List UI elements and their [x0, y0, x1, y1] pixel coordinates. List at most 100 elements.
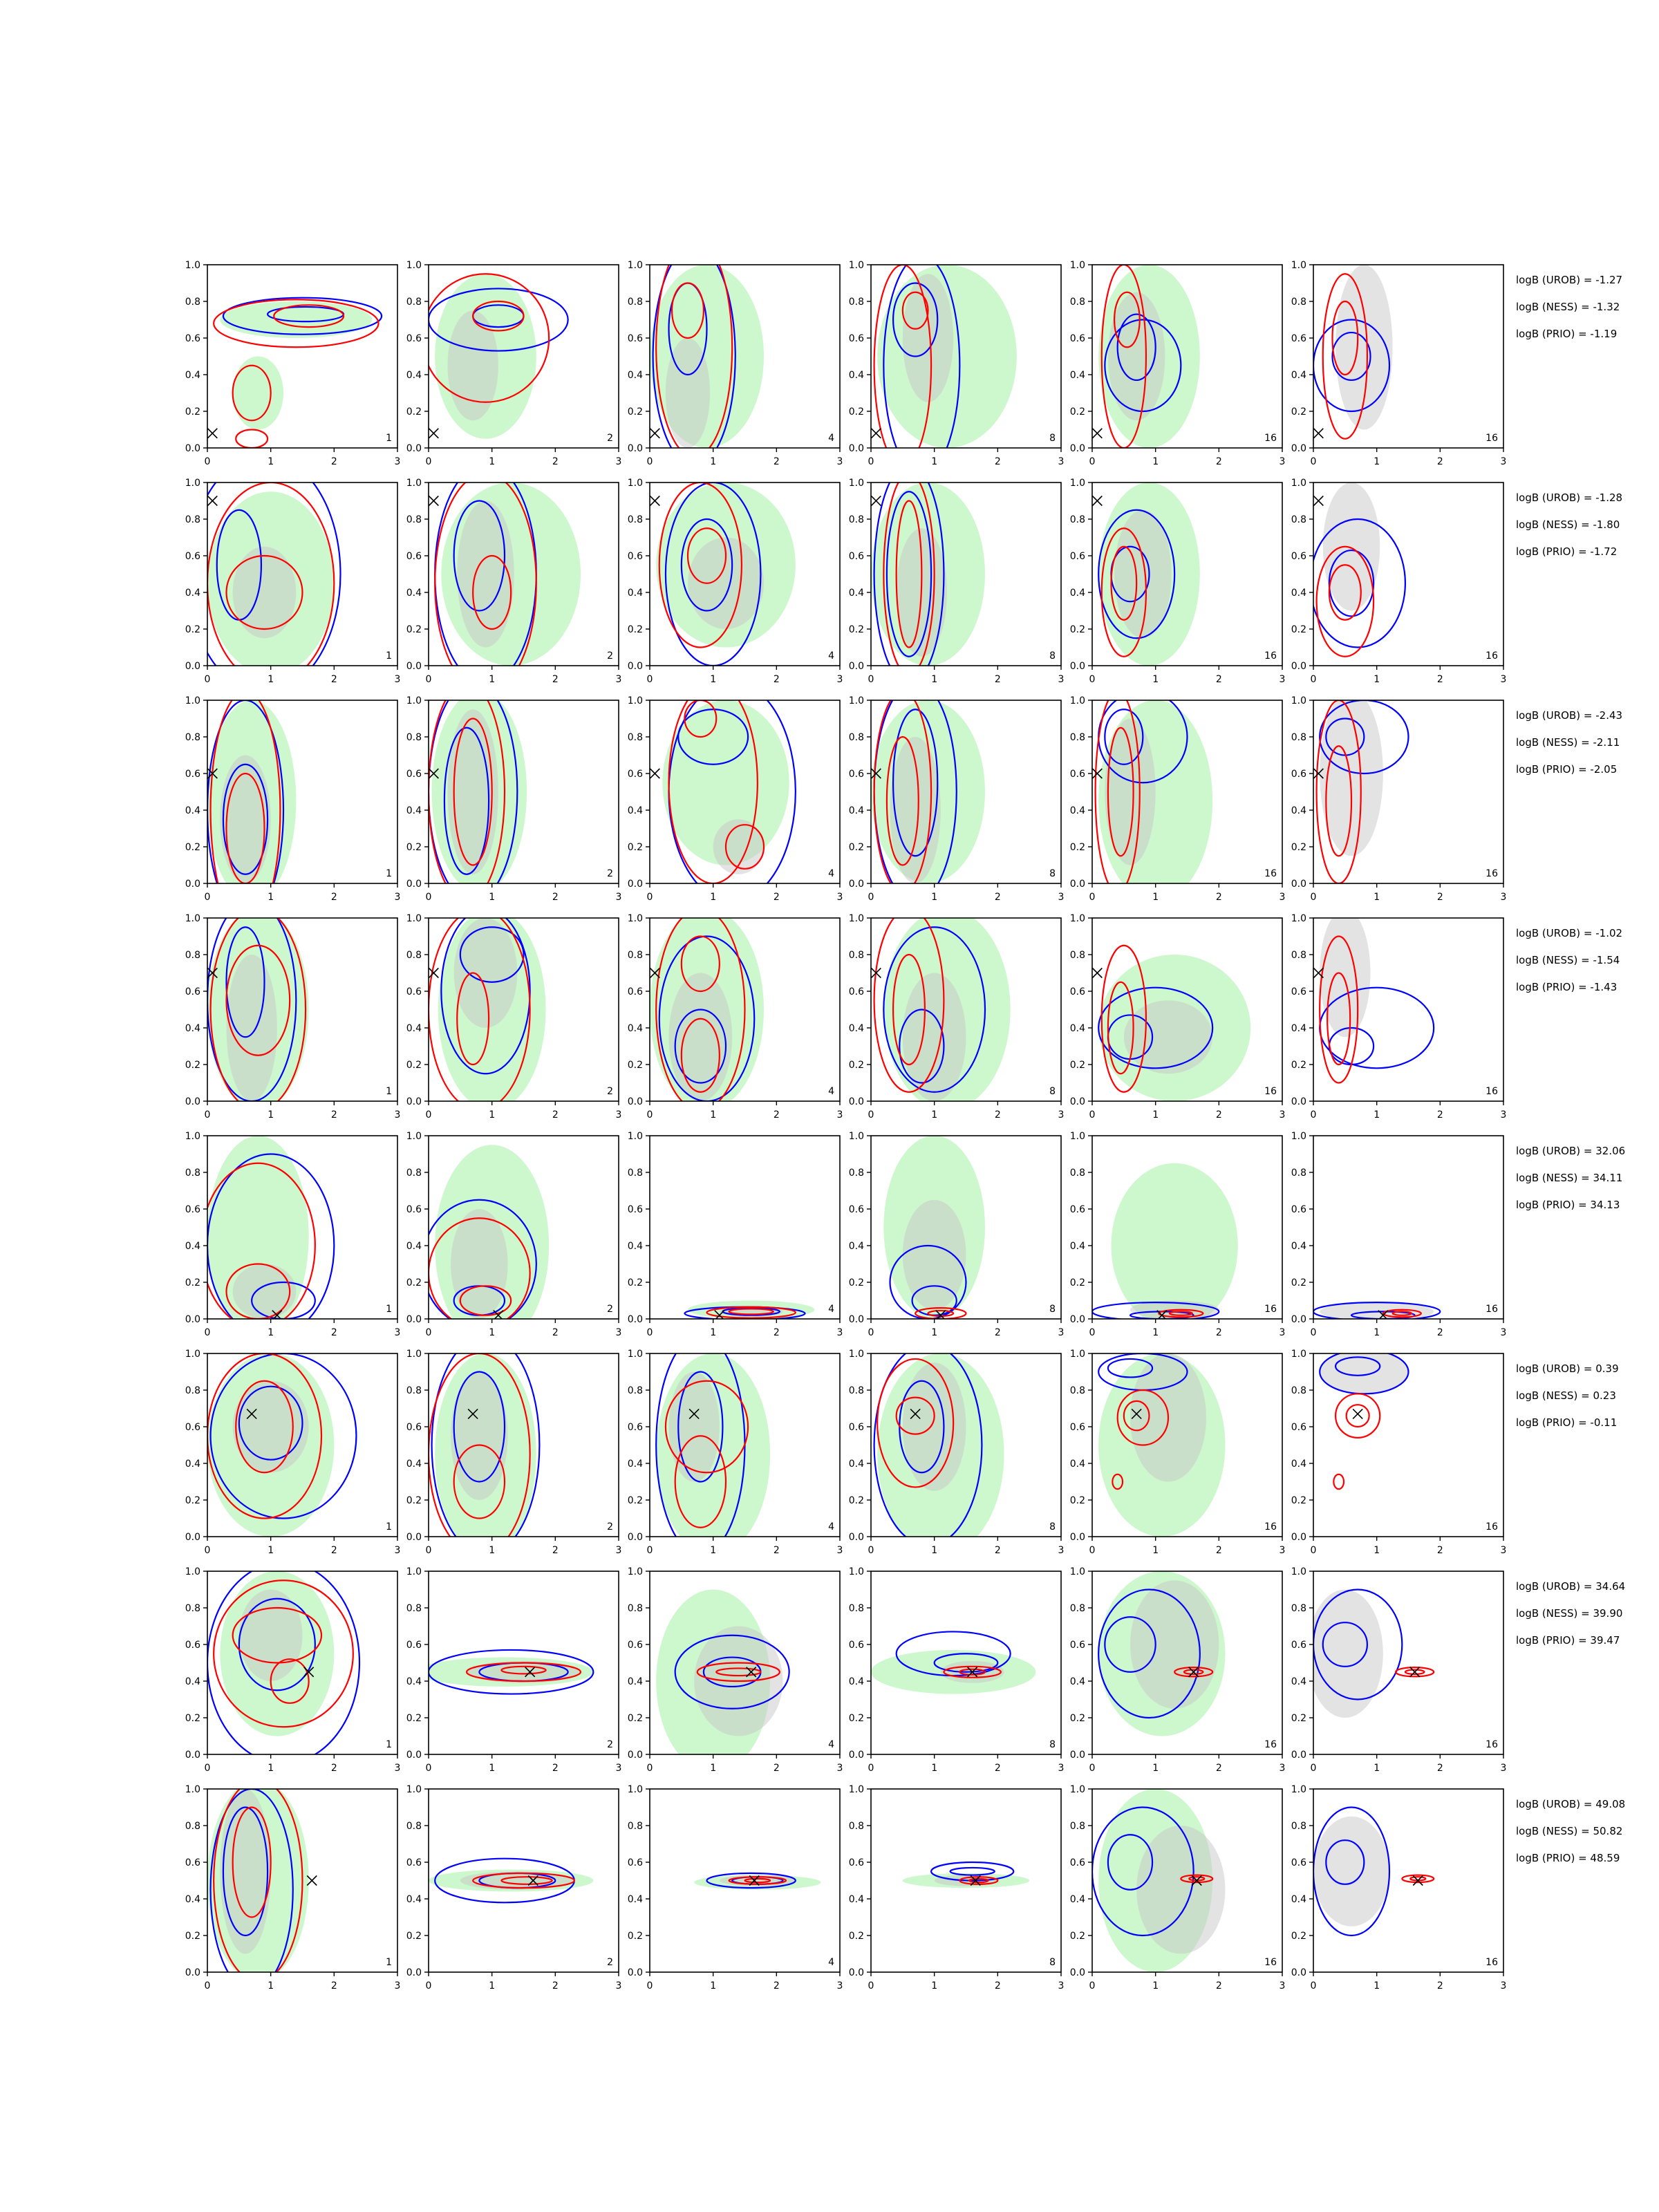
y-tick-label: 0.8 — [185, 1385, 200, 1396]
panel-sample-label: 16 — [1264, 1521, 1277, 1533]
y-tick-label: 0.8 — [406, 1603, 422, 1614]
y-tick-label: 0.8 — [185, 1168, 200, 1179]
gray-contour — [467, 1660, 581, 1683]
red-contour — [1158, 1309, 1204, 1318]
x-tick-label: 1 — [268, 1763, 274, 1774]
x-tick-label: 1 — [931, 1545, 937, 1556]
panel-sample-label: 2 — [607, 1957, 613, 1968]
y-tick-label: 0.8 — [1070, 297, 1085, 308]
panel-r4-c2: 0 1 2 3 0.0 0.2 0.4 0.6 0.8 1.0 2 — [406, 913, 622, 1121]
x-tick-label: 0 — [426, 1980, 432, 1991]
x-tick-label: 0 — [426, 1327, 432, 1338]
x-tick-label: 1 — [1374, 1545, 1380, 1556]
x-tick-label: 2 — [1216, 1763, 1222, 1774]
x-tick-label: 1 — [1152, 892, 1159, 903]
y-tick-label: 0.2 — [1070, 1931, 1085, 1942]
x-tick-label: 2 — [1437, 1327, 1443, 1338]
y-tick-label: 0.6 — [1070, 333, 1085, 344]
y-tick-label: 1.0 — [185, 913, 200, 924]
y-tick-label: 0.6 — [406, 1640, 422, 1651]
y-tick-label: 1.0 — [185, 1566, 200, 1577]
gray-contour — [232, 1264, 297, 1319]
x-tick-label: 2 — [774, 1980, 780, 1991]
panel-plot-area — [429, 1145, 550, 1319]
y-tick-label: 0.2 — [406, 406, 422, 418]
x-tick-label: 3 — [837, 1763, 843, 1774]
gray-contour — [890, 737, 941, 883]
red-contour — [1168, 1311, 1193, 1316]
panel-r8-c5: 0 1 2 3 0.0 0.2 0.4 0.6 0.8 1.0 16 — [1070, 1784, 1286, 1991]
true-value-marker — [207, 967, 218, 979]
x-tick-label: 1 — [1374, 892, 1380, 903]
logb-annotation-r2: logB (UROB) = -1.28 logB (NESS) = -1.80 lo… — [1516, 491, 1622, 558]
y-tick-label: 0.0 — [185, 443, 200, 454]
x-tick-label: 2 — [331, 1545, 337, 1556]
y-tick-label: 0.0 — [1291, 443, 1306, 454]
panel-sample-label: 1 — [386, 1957, 392, 1968]
y-tick-label: 0.4 — [1291, 370, 1306, 381]
x-tick-label: 1 — [489, 1980, 495, 1991]
red-contour — [1328, 564, 1362, 621]
y-tick-label: 0.6 — [1291, 1204, 1306, 1215]
y-tick-label: 1.0 — [849, 1349, 864, 1360]
logb-annotation-r7: logB (UROB) = 34.64 logB (NESS) = 39.90 lo… — [1516, 1580, 1625, 1647]
x-tick-label: 0 — [205, 1327, 211, 1338]
panel-frame — [207, 264, 398, 449]
y-tick-label: 0.2 — [849, 1931, 864, 1942]
true-value-marker — [527, 1875, 538, 1886]
y-tick-label: 0.8 — [1291, 732, 1306, 743]
red-contour — [671, 282, 705, 339]
x-tick-label: 3 — [1280, 456, 1286, 467]
panel-r8-c1: 0 1 2 3 0.0 0.2 0.4 0.6 0.8 1.0 1 — [185, 1784, 401, 1991]
y-tick-label: 1.0 — [185, 695, 200, 706]
y-tick-label: 1.0 — [849, 478, 864, 489]
red-contour — [1107, 981, 1134, 1075]
blue-contour — [1107, 1834, 1154, 1891]
red-contour — [207, 482, 335, 666]
x-tick-label: 1 — [268, 1109, 274, 1121]
red-contour — [209, 918, 307, 1101]
panel-r5-c6: 0 1 2 3 0.0 0.2 0.4 0.6 0.8 1.0 16 — [1291, 1131, 1507, 1338]
true-value-marker — [207, 495, 218, 507]
y-tick-label: 0.4 — [185, 1894, 200, 1905]
blue-contour — [459, 926, 525, 983]
red-contour — [1112, 1473, 1124, 1490]
x-tick-label: 0 — [205, 1980, 211, 1991]
y-tick-label: 0.8 — [849, 1385, 864, 1396]
y-tick-label: 0.4 — [1070, 1459, 1085, 1470]
x-tick-label: 0 — [1311, 1545, 1317, 1556]
gray-contour — [1136, 1826, 1226, 1954]
blue-contour — [677, 709, 749, 765]
logb-annotation-r5: logB (UROB) = 32.06 logB (NESS) = 34.11 lo… — [1516, 1145, 1625, 1211]
blue-contour — [933, 1653, 999, 1673]
y-tick-label: 0.2 — [1070, 1495, 1085, 1506]
x-tick-label: 3 — [837, 1109, 843, 1121]
panel-sample-label: 2 — [607, 1521, 613, 1533]
red-contour — [232, 1606, 323, 1664]
x-tick-label: 1 — [710, 456, 716, 467]
y-tick-label: 1.0 — [628, 260, 643, 271]
y-tick-label: 0.2 — [406, 1495, 422, 1506]
y-tick-label: 1.0 — [1291, 260, 1306, 271]
y-tick-label: 0.6 — [185, 1422, 200, 1433]
blue-contour — [1322, 1622, 1369, 1667]
gray-contour — [1123, 1000, 1213, 1074]
y-tick-label: 0.2 — [1291, 1277, 1306, 1288]
panel-plot-area — [650, 482, 796, 666]
x-tick-label: 0 — [868, 1980, 874, 1991]
red-contour — [225, 944, 291, 1056]
blue-contour — [1313, 518, 1406, 648]
y-tick-label: 1.0 — [406, 1784, 422, 1795]
panel-plot-area — [429, 482, 581, 666]
x-tick-label: 2 — [1216, 456, 1222, 467]
blue-contour — [440, 918, 531, 1075]
y-tick-label: 1.0 — [628, 478, 643, 489]
panel-frame — [1313, 1353, 1504, 1537]
red-contour — [429, 1353, 531, 1537]
blue-contour — [949, 1866, 995, 1876]
panel-sample-label: 16 — [1485, 868, 1498, 879]
panel-plot-area — [871, 1631, 1036, 1694]
y-tick-label: 0.6 — [1291, 1422, 1306, 1433]
y-tick-label: 0.8 — [628, 1603, 643, 1614]
y-tick-label: 0.8 — [185, 950, 200, 961]
